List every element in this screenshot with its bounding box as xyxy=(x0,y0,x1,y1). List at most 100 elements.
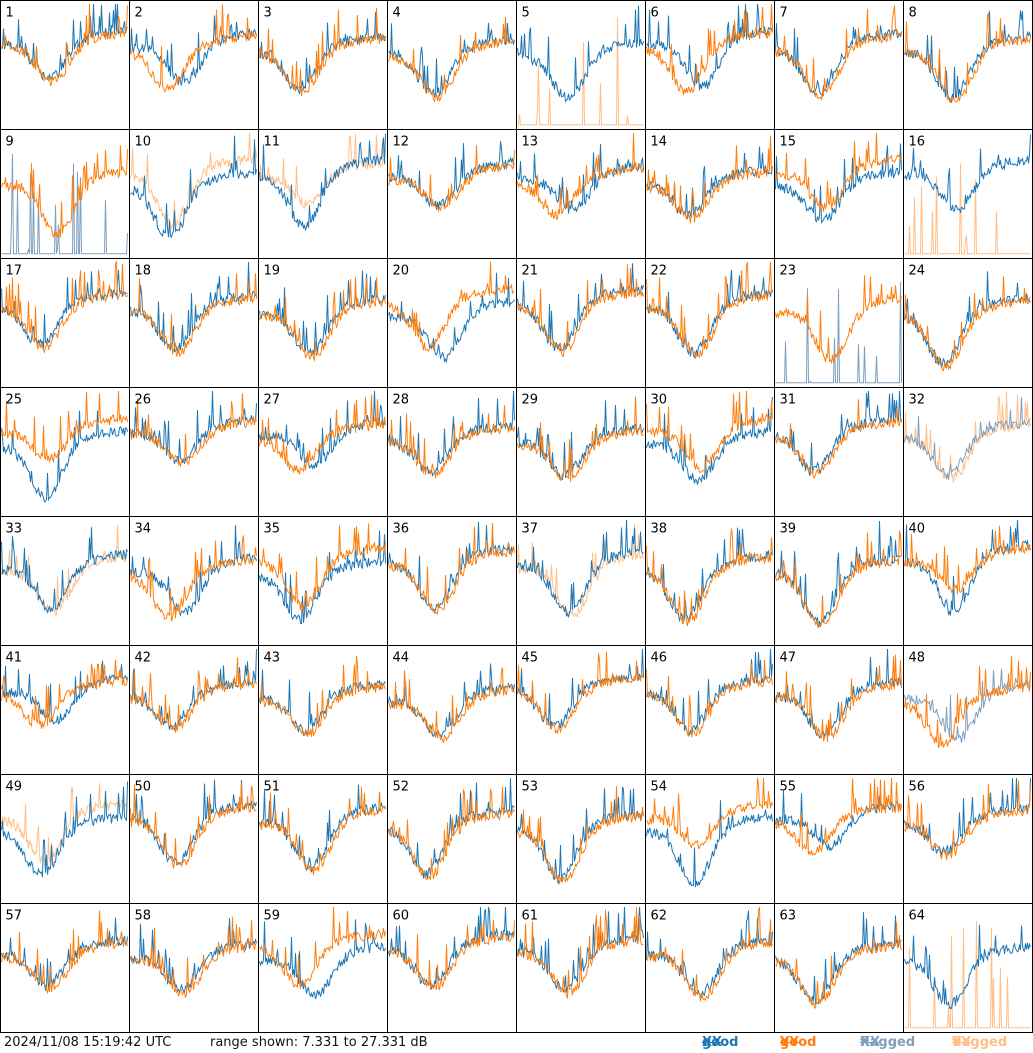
panel-20: 20 xyxy=(387,258,517,388)
trace-yy-20 xyxy=(388,261,515,352)
legend-flagged-xx-label: flagged xyxy=(860,1035,916,1050)
trace-yy-57 xyxy=(1,910,128,995)
panel-label-46: 46 xyxy=(651,651,668,666)
panel-label-11: 11 xyxy=(264,135,281,150)
trace-yy-47 xyxy=(775,654,902,742)
panel-label-1: 1 xyxy=(6,6,14,21)
panel-29: 29 xyxy=(516,387,646,517)
panel-frame xyxy=(129,0,259,130)
panel-48: 48 xyxy=(903,645,1033,775)
panel-label-64: 64 xyxy=(909,909,926,924)
panel-label-2: 2 xyxy=(135,6,143,21)
trace-yy-16 xyxy=(904,163,1031,255)
trace-yy-61 xyxy=(517,906,644,1000)
trace-xx-9 xyxy=(1,153,128,255)
range-label: range shown: 7.331 to 27.331 dB xyxy=(210,1035,428,1050)
panel-label-17: 17 xyxy=(6,264,23,279)
panel-45: 45 xyxy=(516,645,646,775)
footer: 2024/11/08 15:19:42 UTC range shown: 7.3… xyxy=(0,1033,1033,1053)
trace-yy-31 xyxy=(775,399,902,479)
trace-xx-41 xyxy=(1,660,128,726)
panel-label-22: 22 xyxy=(651,264,668,279)
trace-xx-20 xyxy=(388,272,515,364)
panel-label-58: 58 xyxy=(135,909,152,924)
trace-yy-7 xyxy=(775,5,902,101)
trace-xx-49 xyxy=(1,781,128,878)
trace-xx-32 xyxy=(904,397,1031,480)
trace-yy-63 xyxy=(775,922,902,1009)
trace-xx-6 xyxy=(646,3,773,91)
panel-label-31: 31 xyxy=(780,393,797,408)
panel-label-4: 4 xyxy=(393,6,401,21)
panel-43: 43 xyxy=(258,645,388,775)
trace-xx-48 xyxy=(904,668,1031,743)
trace-xx-23 xyxy=(775,281,902,384)
panel-label-56: 56 xyxy=(909,780,926,795)
panel-frame xyxy=(774,387,904,517)
panel-10: 10 xyxy=(129,129,259,259)
panel-28: 28 xyxy=(387,387,517,517)
panel-37: 37 xyxy=(516,516,646,646)
panel-6: 6 xyxy=(645,0,775,130)
trace-xx-7 xyxy=(775,23,902,98)
panel-label-21: 21 xyxy=(522,264,539,279)
trace-yy-38 xyxy=(646,528,773,627)
panel-51: 51 xyxy=(258,774,388,904)
panel-42: 42 xyxy=(129,645,259,775)
panel-label-23: 23 xyxy=(780,264,797,279)
trace-yy-6 xyxy=(646,3,773,96)
panel-18: 18 xyxy=(129,258,259,388)
trace-yy-58 xyxy=(130,916,257,998)
trace-yy-23 xyxy=(775,275,902,365)
trace-xx-59 xyxy=(259,919,386,1000)
trace-yy-53 xyxy=(517,786,644,885)
panel-label-7: 7 xyxy=(780,6,788,21)
panel-25: 25 xyxy=(0,387,130,517)
trace-xx-31 xyxy=(775,390,902,477)
trace-yy-51 xyxy=(259,786,386,876)
panel-5: 5 xyxy=(516,0,646,130)
trace-yy-28 xyxy=(388,405,515,479)
trace-yy-4 xyxy=(388,16,515,103)
panel-56: 56 xyxy=(903,774,1033,904)
legend-flagged-xx-pol: XX xyxy=(860,1035,881,1050)
trace-xx-15 xyxy=(775,143,902,225)
panel-31: 31 xyxy=(774,387,904,517)
panel-frame xyxy=(0,516,130,646)
panel-label-24: 24 xyxy=(909,264,926,279)
trace-xx-11 xyxy=(259,133,386,232)
trace-yy-13 xyxy=(517,132,644,220)
trace-xx-16 xyxy=(904,134,1031,213)
trace-yy-29 xyxy=(517,396,644,482)
trace-yy-5 xyxy=(517,17,644,126)
panel-frame xyxy=(0,129,130,259)
panel-19: 19 xyxy=(258,258,388,388)
panel-33: 33 xyxy=(0,516,130,646)
trace-yy-27 xyxy=(259,394,386,475)
trace-xx-24 xyxy=(904,271,1031,369)
trace-yy-64 xyxy=(904,921,1031,1029)
trace-yy-25 xyxy=(1,390,128,464)
panel-label-8: 8 xyxy=(909,6,917,21)
panel-frame xyxy=(0,387,130,517)
trace-yy-41 xyxy=(1,659,128,729)
trace-xx-55 xyxy=(775,790,902,852)
panel-label-13: 13 xyxy=(522,135,539,150)
panel-30: 30 xyxy=(645,387,775,517)
panel-frame xyxy=(387,258,517,388)
trace-yy-17 xyxy=(1,260,128,354)
trace-yy-62 xyxy=(646,907,773,1002)
panel-label-43: 43 xyxy=(264,651,281,666)
trace-yy-3 xyxy=(259,7,386,97)
panel-label-36: 36 xyxy=(393,522,410,537)
trace-xx-5 xyxy=(517,5,644,103)
panel-label-54: 54 xyxy=(651,780,668,795)
panel-frame xyxy=(0,0,130,130)
panel-label-52: 52 xyxy=(393,780,410,795)
panel-label-18: 18 xyxy=(135,264,152,279)
panel-label-25: 25 xyxy=(6,393,23,408)
panel-17: 17 xyxy=(0,258,130,388)
legend-good-yy-label: good xyxy=(780,1035,817,1050)
panel-60: 60 xyxy=(387,903,517,1033)
trace-xx-37 xyxy=(517,519,644,619)
